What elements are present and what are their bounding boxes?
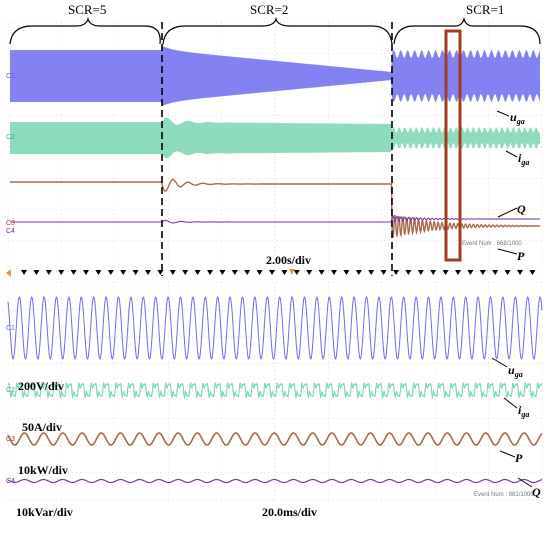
svg-text:Q: Q <box>532 485 541 499</box>
bottom-p-trace <box>7 432 543 446</box>
marker-triangle <box>58 270 65 275</box>
bottom-event-num: Event Num : 881/1000 <box>474 492 534 498</box>
marker-triangle <box>368 270 375 275</box>
top-uga-trace <box>10 46 540 106</box>
label-top-iga: iga <box>505 150 529 167</box>
svg-text:iga: iga <box>518 403 529 419</box>
label-scr5: SCR=5 <box>68 2 106 17</box>
marker-triangle <box>331 270 337 275</box>
trigger-left-arrow <box>6 269 11 277</box>
marker-triangle <box>244 270 251 275</box>
top-iga-trace <box>10 117 540 159</box>
marker-triangle <box>207 270 213 275</box>
brace-scr1 <box>393 16 541 45</box>
marker-triangle <box>219 270 226 275</box>
marker-triangle <box>83 270 89 275</box>
top-p-trace <box>10 178 541 238</box>
marker-triangle <box>529 270 536 275</box>
top-ch3-tag: C3 <box>6 220 15 227</box>
label-scr1: SCR=1 <box>466 2 504 17</box>
label-bottom-iga: iga <box>503 397 529 419</box>
label-bottom-p: P <box>499 450 523 465</box>
brace-scr2 <box>162 16 393 45</box>
bottom-waveforms <box>7 296 543 484</box>
marker-triangle <box>442 270 449 275</box>
bottom-ch1-tag: C1 <box>6 325 15 332</box>
bottom-uga-trace <box>7 296 543 360</box>
marker-triangle <box>380 270 387 275</box>
top-q-trace <box>10 215 541 224</box>
svg-text:uga: uga <box>510 110 525 126</box>
marker-triangle <box>157 270 164 275</box>
scale-reactive-power: 10kVar/div <box>16 505 73 519</box>
marker-triangle <box>318 270 325 275</box>
label-top-p: P <box>497 248 525 263</box>
marker-triangle <box>132 270 139 275</box>
marker-triangle <box>145 270 151 275</box>
transient-highlight-box <box>444 29 462 262</box>
marker-triangle <box>517 270 523 275</box>
svg-text:Q: Q <box>517 202 526 216</box>
svg-text:P: P <box>515 451 523 465</box>
bottom-iga-trace <box>7 382 543 400</box>
marker-triangle <box>95 270 102 275</box>
svg-text:iga: iga <box>518 151 529 167</box>
marker-triangle <box>405 270 412 275</box>
scale-active-power: 10kW/div <box>18 463 68 477</box>
bottom-ch4-tag: C4 <box>6 478 15 485</box>
bottom-scope-panel: C1 C2 C3 C4 200V/div 50A/div 10kW/div 10… <box>6 281 543 519</box>
marker-triangle <box>504 270 511 275</box>
label-scr2: SCR=2 <box>250 2 288 17</box>
marker-triangle <box>120 270 127 275</box>
marker-triangle <box>306 270 313 275</box>
marker-triangle <box>430 270 437 275</box>
svg-text:P: P <box>517 249 525 263</box>
label-bottom-uga: uga <box>491 357 523 379</box>
marker-triangle <box>479 270 486 275</box>
bottom-timebase: 20.0ms/div <box>262 505 317 519</box>
bottom-grid <box>7 281 543 501</box>
marker-triangle <box>355 270 362 275</box>
marker-triangle <box>21 270 27 275</box>
scale-current: 50A/div <box>22 420 62 434</box>
marker-triangle <box>417 270 424 275</box>
marker-triangle <box>281 270 288 275</box>
top-ch2-tag: C2 <box>6 134 15 141</box>
top-timebase: 2.00s/div <box>266 253 311 267</box>
bottom-ch2-tag: C2 <box>6 387 15 394</box>
trigger-marker-row <box>6 269 536 277</box>
top-ch1-tag: C1 <box>6 73 15 80</box>
marker-triangle <box>269 270 275 275</box>
label-top-q: Q <box>497 202 526 218</box>
top-waveforms <box>10 46 541 238</box>
marker-triangle <box>182 270 189 275</box>
bottom-ch3-tag: C3 <box>6 436 15 443</box>
top-scope-panel: C1 C2 C3 C4 SCR=5 SCR=2 SCR=1 2.00s/div … <box>6 2 543 276</box>
marker-triangle <box>393 270 399 275</box>
marker-triangle <box>492 270 499 275</box>
bottom-q-trace <box>7 478 543 484</box>
trigger-center-marker <box>289 269 295 275</box>
marker-triangle <box>33 270 40 275</box>
marker-triangle <box>45 270 52 275</box>
scale-voltage: 200V/div <box>18 379 64 393</box>
marker-triangle <box>455 270 461 275</box>
marker-triangle <box>169 270 176 275</box>
marker-triangle <box>70 270 77 275</box>
marker-triangle <box>467 270 474 275</box>
marker-triangle <box>293 270 300 275</box>
svg-text:uga: uga <box>508 363 523 379</box>
top-ch4-tag: C4 <box>6 228 15 235</box>
marker-triangle <box>231 270 238 275</box>
top-event-num: Event Num : 668/1000 <box>462 241 522 247</box>
label-bottom-q: Q <box>517 477 541 499</box>
marker-triangle <box>343 270 350 275</box>
label-top-uga: uga <box>496 110 525 126</box>
marker-triangle <box>107 270 114 275</box>
marker-triangle <box>194 270 201 275</box>
marker-triangle <box>256 270 263 275</box>
brace-scr5 <box>9 16 161 45</box>
